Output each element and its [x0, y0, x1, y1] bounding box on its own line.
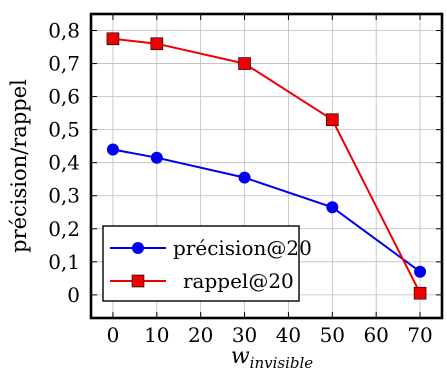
x-tick-label: 20	[188, 323, 213, 347]
x-tick-label: 60	[363, 323, 388, 347]
y-tick-label: 0,3	[48, 184, 80, 208]
series-layer	[106, 32, 427, 300]
legend-label-precision: précision@20	[173, 236, 312, 260]
legend-label-rappel: rappel@20	[183, 269, 294, 293]
y-tick-label: 0,1	[48, 250, 80, 274]
data-point-rappel	[106, 32, 120, 46]
x-tick-label: 50	[320, 323, 345, 347]
data-point-rappel	[150, 37, 164, 51]
y-axis-label: précision/rappel	[7, 79, 31, 253]
data-point-precision	[238, 171, 251, 184]
legend-marker-rappel	[131, 274, 145, 288]
x-axis-label: winvisible	[231, 344, 313, 372]
data-point-precision	[106, 143, 119, 156]
x-axis-label-main: w	[231, 344, 250, 369]
y-axis: 0 0,1 0,2 0,3 0,4 0,5 0,6 0,7 0,8	[48, 19, 442, 307]
x-tick-label: 30	[232, 323, 257, 347]
y-tick-label: 0,2	[48, 217, 80, 241]
legend-box	[102, 225, 300, 302]
x-tick-label: 10	[144, 323, 169, 347]
legend: précision@20 rappel@20	[102, 225, 312, 302]
x-tick-label: 0	[107, 323, 120, 347]
data-point-precision	[326, 201, 339, 214]
y-tick-label: 0,4	[48, 151, 80, 175]
data-point-rappel	[238, 57, 251, 70]
data-point-rappel	[413, 286, 427, 300]
data-point-precision	[150, 151, 163, 164]
x-axis-label-subscript: invisible	[250, 354, 314, 372]
y-tick-label: 0,5	[48, 118, 80, 142]
x-axis: 0 10 20 30 40 50 60 70	[107, 14, 433, 347]
y-tick-label: 0	[67, 283, 80, 307]
plot-frame	[89, 12, 444, 320]
y-tick-label: 0,8	[48, 19, 80, 43]
data-point-rappel	[326, 113, 339, 127]
y-tick-label: 0,7	[48, 52, 80, 76]
legend-marker-precision	[132, 242, 144, 254]
x-tick-label: 70	[407, 323, 432, 347]
x-tick-label: 40	[276, 323, 301, 347]
y-tick-label: 0,6	[48, 85, 80, 109]
data-point-precision	[414, 265, 427, 278]
